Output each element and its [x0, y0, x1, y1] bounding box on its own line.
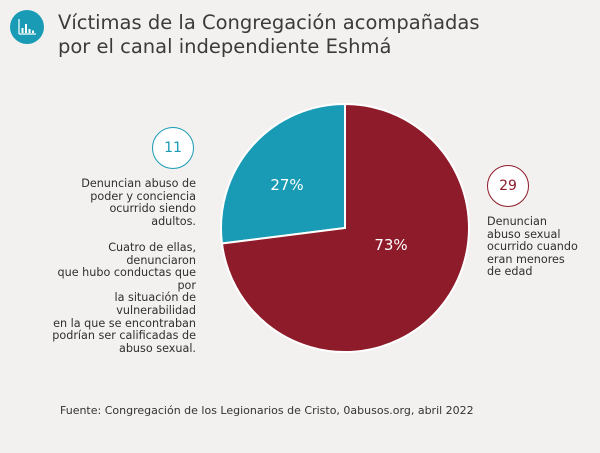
note-minors: Denuncian abuso sexual ocurrido cuando e… [487, 215, 587, 279]
note-line: que hubo conductas que por [57, 266, 196, 292]
note-vulnerability: Cuatro de ellas, denunciaron que hubo co… [40, 241, 196, 355]
count-value: 29 [499, 178, 517, 194]
pie-slice [220, 102, 346, 245]
pie-slice [220, 102, 470, 353]
title-line: por el canal independiente Eshmá [58, 35, 392, 58]
note-line: de edad [487, 265, 533, 279]
count-badge-adults: 11 [152, 127, 194, 169]
note-line: la situación de vulnerabilidad [114, 291, 196, 317]
title-line: Víctimas de la Congregación acompañadas [58, 11, 480, 34]
note-line: podrían ser calificadas de [52, 329, 196, 343]
count-badge-minors: 29 [487, 165, 529, 207]
chart-title: Víctimas de la Congregación acompañadas … [58, 11, 588, 59]
slice-label: 73% [374, 236, 407, 254]
note-adults: Denuncian abuso de poder y conciencia oc… [40, 177, 196, 228]
source-note: Fuente: Congregación de los Legionarios … [60, 404, 474, 417]
note-line: Denuncian abuso de [81, 177, 196, 190]
note-line: Cuatro de ellas, denunciaron [108, 241, 196, 267]
note-line: abuso sexual. [118, 341, 196, 355]
note-line: Denuncian [487, 215, 547, 228]
note-line: abuso sexual [487, 227, 561, 241]
note-line: adultos. [151, 214, 196, 228]
note-line: ocurrido cuando [487, 240, 578, 254]
slice-label: 27% [270, 176, 303, 194]
note-line: ocurrido siendo [109, 202, 196, 216]
count-value: 11 [164, 140, 182, 156]
note-line: eran menores [487, 252, 565, 266]
note-line: poder y conciencia [90, 189, 196, 203]
bar-chart-icon [10, 10, 44, 44]
note-line: en la que se encontraban [53, 316, 196, 330]
